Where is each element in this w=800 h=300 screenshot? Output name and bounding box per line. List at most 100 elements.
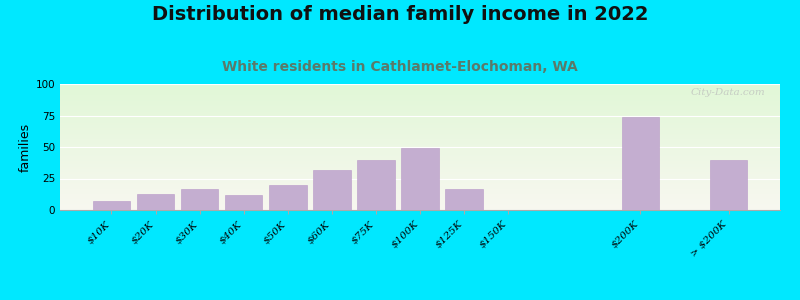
Bar <box>60 105 780 106</box>
Bar <box>60 207 780 208</box>
Bar <box>60 167 780 168</box>
Bar <box>60 97 780 98</box>
Bar <box>60 189 780 190</box>
Bar <box>60 134 780 135</box>
Bar <box>60 136 780 137</box>
Bar <box>710 160 747 210</box>
Bar <box>60 119 780 120</box>
Bar <box>60 102 780 103</box>
Bar <box>60 158 780 159</box>
Bar <box>60 169 780 170</box>
Bar <box>60 208 780 209</box>
Bar <box>60 156 780 157</box>
Bar <box>60 101 780 102</box>
Bar <box>60 127 780 128</box>
Bar <box>60 195 780 196</box>
Bar <box>60 108 780 109</box>
Bar <box>60 104 780 105</box>
Bar <box>60 88 780 89</box>
Text: City-Data.com: City-Data.com <box>691 88 766 97</box>
Bar <box>60 168 780 169</box>
Bar <box>60 118 780 119</box>
Bar <box>60 192 780 193</box>
Bar <box>225 195 262 210</box>
Bar <box>60 184 780 185</box>
Bar <box>60 173 780 174</box>
Bar <box>60 129 780 130</box>
Bar <box>60 122 780 123</box>
Bar <box>60 157 780 158</box>
Bar <box>60 114 780 115</box>
Bar <box>60 161 780 162</box>
Bar <box>60 107 780 108</box>
Bar <box>60 199 780 200</box>
Bar <box>60 116 780 117</box>
Bar <box>60 123 780 124</box>
Bar <box>60 91 780 92</box>
Bar <box>60 196 780 197</box>
Bar <box>60 206 780 207</box>
Bar <box>60 139 780 140</box>
Bar <box>60 99 780 100</box>
Bar <box>60 126 780 127</box>
Bar <box>60 137 780 138</box>
Bar <box>60 135 780 136</box>
Bar <box>60 138 780 139</box>
Bar <box>60 163 780 164</box>
Bar <box>60 203 780 204</box>
Bar <box>60 141 780 142</box>
Bar <box>60 174 780 175</box>
Bar <box>60 147 780 148</box>
Bar <box>60 153 780 154</box>
Bar <box>137 194 174 210</box>
Y-axis label: families: families <box>18 122 31 172</box>
Bar <box>60 143 780 144</box>
Bar <box>60 145 780 146</box>
Bar <box>60 90 780 91</box>
Bar <box>60 178 780 179</box>
Bar <box>60 180 780 181</box>
Bar <box>60 162 780 163</box>
Bar <box>60 194 780 195</box>
Bar <box>60 165 780 166</box>
Bar <box>60 176 780 177</box>
Bar <box>60 146 780 147</box>
Bar <box>60 155 780 156</box>
Bar <box>357 160 394 210</box>
Bar <box>60 120 780 121</box>
Bar <box>60 128 780 129</box>
Bar <box>60 205 780 206</box>
Bar <box>181 189 218 210</box>
Bar <box>60 197 780 198</box>
Bar <box>60 133 780 134</box>
Bar <box>60 201 780 202</box>
Bar <box>60 95 780 96</box>
Bar <box>60 160 780 161</box>
Bar <box>60 181 780 182</box>
Bar <box>60 89 780 90</box>
Bar <box>60 98 780 99</box>
Bar <box>60 159 780 160</box>
Bar <box>60 94 780 95</box>
Bar <box>60 136 780 137</box>
Bar <box>60 170 780 171</box>
Bar <box>60 148 780 149</box>
Bar <box>60 142 780 143</box>
Bar <box>60 175 780 176</box>
Bar <box>60 103 780 104</box>
Bar <box>60 188 780 189</box>
Bar <box>60 111 780 112</box>
Bar <box>60 152 780 153</box>
Bar <box>60 109 780 110</box>
Bar <box>60 150 780 151</box>
Bar <box>60 151 780 152</box>
Bar <box>402 148 438 210</box>
Bar <box>60 140 780 141</box>
Bar <box>60 166 780 167</box>
Bar <box>60 124 780 125</box>
Bar <box>60 204 780 205</box>
Bar <box>60 115 780 116</box>
Bar <box>60 121 780 122</box>
Bar <box>60 117 780 118</box>
Bar <box>60 149 780 150</box>
